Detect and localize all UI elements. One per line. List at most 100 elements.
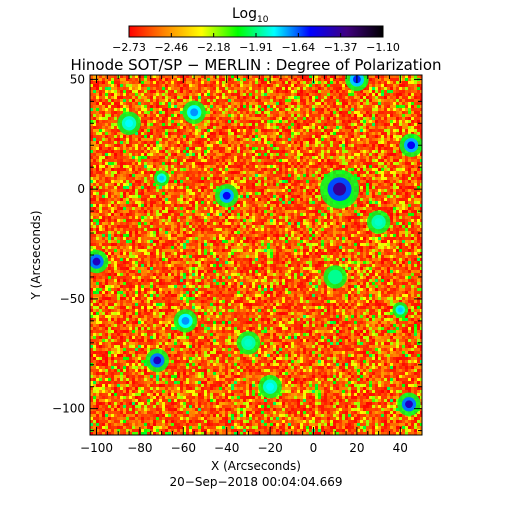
- heatmap-cell: [105, 105, 108, 108]
- heatmap-cell: [243, 186, 246, 189]
- heatmap-cell: [351, 93, 354, 96]
- heatmap-cell: [174, 141, 177, 144]
- heatmap-cell: [90, 123, 93, 126]
- heatmap-cell: [291, 126, 294, 129]
- heatmap-cell: [345, 159, 348, 162]
- heatmap-cell: [321, 75, 324, 78]
- heatmap-cell: [153, 204, 156, 207]
- heatmap-cell: [240, 183, 243, 186]
- heatmap-cell: [147, 150, 150, 153]
- heatmap-cell: [315, 114, 318, 117]
- heatmap-cell: [105, 141, 108, 144]
- heatmap-cell: [102, 138, 105, 141]
- heatmap-cell: [285, 186, 288, 189]
- heatmap-cell: [231, 162, 234, 165]
- heatmap-cell: [180, 162, 183, 165]
- heatmap-cell: [288, 195, 291, 198]
- heatmap-cell: [234, 147, 237, 150]
- heatmap-cell: [180, 90, 183, 93]
- heatmap-cell: [168, 207, 171, 210]
- heatmap-cell: [303, 114, 306, 117]
- heatmap-cell: [324, 150, 327, 153]
- heatmap-cell: [381, 96, 384, 99]
- heatmap-cell: [411, 174, 414, 177]
- heatmap-cell: [249, 132, 252, 135]
- heatmap-cell: [264, 93, 267, 96]
- heatmap-cell: [309, 171, 312, 174]
- heatmap-cell: [117, 129, 120, 132]
- heatmap-cell: [390, 147, 393, 150]
- heatmap-cell: [300, 174, 303, 177]
- heatmap-cell: [384, 192, 387, 195]
- heatmap-cell: [192, 126, 195, 129]
- heatmap-cell: [120, 168, 123, 171]
- heatmap-cell: [294, 144, 297, 147]
- heatmap-cell: [228, 126, 231, 129]
- heatmap-cell: [246, 126, 249, 129]
- heatmap-cell: [108, 192, 111, 195]
- heatmap-cell: [309, 186, 312, 189]
- heatmap-cell: [321, 171, 324, 174]
- heatmap-cell: [219, 165, 222, 168]
- heatmap-cell: [402, 114, 405, 117]
- heatmap-cell: [318, 84, 321, 87]
- heatmap-cell: [141, 102, 144, 105]
- heatmap-cell: [105, 204, 108, 207]
- heatmap-cell: [276, 180, 279, 183]
- heatmap-cell: [360, 192, 363, 195]
- heatmap-cell: [135, 174, 138, 177]
- heatmap-cell: [234, 165, 237, 168]
- heatmap-cell: [396, 126, 399, 129]
- heatmap-cell: [177, 126, 180, 129]
- heatmap-cell: [132, 207, 135, 210]
- heatmap-cell: [195, 87, 198, 90]
- heatmap-cell: [111, 204, 114, 207]
- heatmap-cell: [210, 156, 213, 159]
- heatmap-cell: [324, 153, 327, 156]
- heatmap-cell: [159, 201, 162, 204]
- heatmap-cell: [399, 90, 402, 93]
- heatmap-cell: [288, 159, 291, 162]
- heatmap-cell: [357, 129, 360, 132]
- heatmap-cell: [282, 165, 285, 168]
- heatmap-cell: [375, 126, 378, 129]
- heatmap-cell: [387, 147, 390, 150]
- heatmap-cell: [174, 153, 177, 156]
- heatmap-cell: [147, 189, 150, 192]
- heatmap-cell: [186, 150, 189, 153]
- heatmap-cell: [171, 84, 174, 87]
- heatmap-cell: [342, 117, 345, 120]
- heatmap-cell: [222, 93, 225, 96]
- heatmap-cell: [147, 105, 150, 108]
- heatmap-cell: [306, 87, 309, 90]
- heatmap-cell: [288, 201, 291, 204]
- heatmap-cell: [300, 81, 303, 84]
- heatmap-cell: [171, 129, 174, 132]
- heatmap-cell: [381, 180, 384, 183]
- heatmap-cell: [114, 75, 117, 78]
- heatmap-cell: [285, 102, 288, 105]
- heatmap-cell: [396, 192, 399, 195]
- heatmap-cell: [414, 168, 417, 171]
- heatmap-cell: [195, 132, 198, 135]
- heatmap-cell: [204, 78, 207, 81]
- heatmap-cell: [264, 183, 267, 186]
- heatmap-cell: [390, 87, 393, 90]
- heatmap-cell: [207, 81, 210, 84]
- heatmap-cell: [102, 150, 105, 153]
- heatmap-cell: [309, 207, 312, 210]
- heatmap-cell: [369, 120, 372, 123]
- heatmap-cell: [90, 147, 93, 150]
- heatmap-cell: [354, 171, 357, 174]
- heatmap-cell: [198, 186, 201, 189]
- heatmap-cell: [402, 204, 405, 207]
- heatmap-cell: [150, 84, 153, 87]
- heatmap-cell: [126, 189, 129, 192]
- heatmap-cell: [354, 204, 357, 207]
- heatmap-cell: [93, 192, 96, 195]
- heatmap-cell: [153, 144, 156, 147]
- heatmap-cell: [240, 165, 243, 168]
- heatmap-cell: [297, 147, 300, 150]
- heatmap-cell: [150, 183, 153, 186]
- heatmap-cell: [210, 120, 213, 123]
